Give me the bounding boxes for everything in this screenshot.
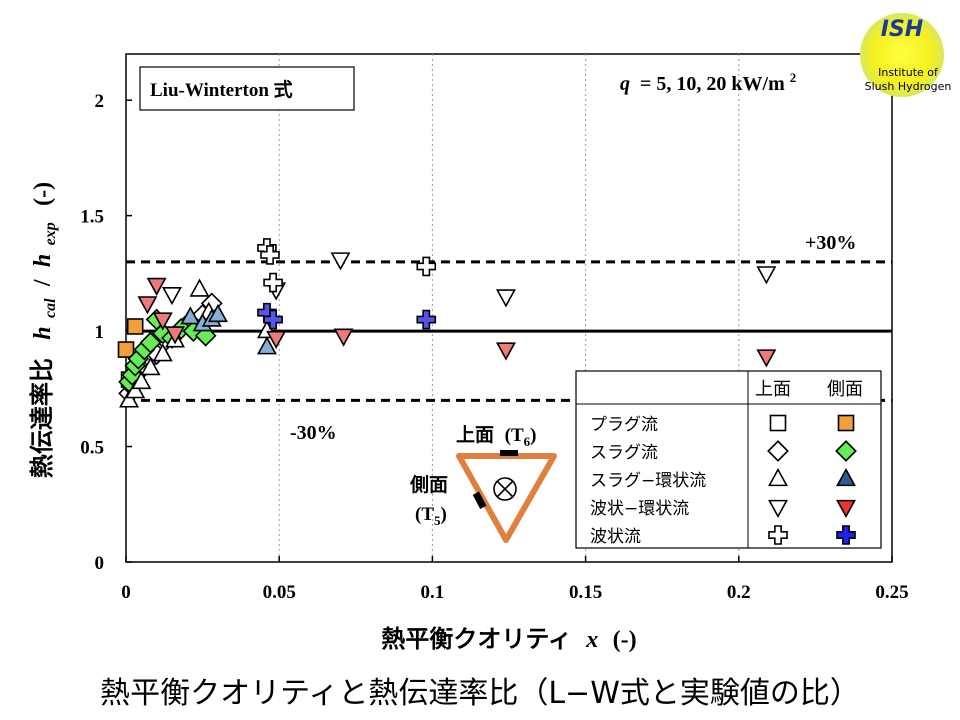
x-tick-label: 0.25 [875, 582, 908, 603]
data-point [756, 349, 777, 368]
legend-marker-side [837, 414, 855, 432]
plus30-label: +30% [805, 232, 856, 254]
x-axis-label: 熱平衡クオリティ x (-) [381, 625, 636, 653]
top-sensor-mark [500, 450, 518, 456]
inset-side-label: 側面 [409, 474, 448, 496]
svg-text:熱伝達率比 h cal: 熱伝達率比 h cal / h exp (-) [28, 182, 61, 478]
data-point [330, 252, 351, 271]
series-group [119, 278, 277, 408]
model-label: Liu-Winterton 式 [150, 78, 293, 101]
legend-entry-label: スラグ−環状流 [590, 471, 706, 491]
x-tick-label: 0 [121, 582, 131, 603]
legend-marker-top [767, 440, 789, 462]
legend-marker-side [836, 499, 856, 519]
axis-ticks: 0 0.05 0.1 0.15 0.2 0.25 0 0.5 1 1.5 2 [80, 91, 908, 603]
data-point [266, 330, 287, 350]
x-tick-label: 0.1 [421, 582, 445, 603]
model-label-box [139, 66, 355, 111]
x-tick-label: 0.2 [727, 582, 751, 603]
data-point [333, 328, 354, 347]
logo-line1: Institute of [878, 66, 939, 79]
data-point [146, 277, 167, 296]
data-point [152, 312, 173, 331]
data-point [495, 342, 516, 361]
data-point [207, 303, 228, 323]
y-tick-label: 0.5 [80, 438, 104, 459]
data-point [125, 380, 146, 399]
series-group [180, 303, 277, 355]
data-point [161, 286, 182, 306]
legend-header-top: 上面 [755, 379, 791, 400]
data-point [117, 341, 135, 358]
legend-marker-top [768, 467, 788, 487]
data-point [139, 331, 162, 354]
data-point [416, 309, 437, 330]
data-point [260, 245, 280, 265]
legend-marker-side [836, 467, 856, 487]
inset-top-label: 上面 (T6) [456, 424, 536, 449]
y-axis-label: 熱伝達率比 h cal / h exp (-) [28, 182, 61, 478]
y-tick-label: 1.5 [80, 207, 104, 228]
data-point [263, 309, 283, 330]
logo-abbr: ISH [881, 17, 923, 42]
data-point [126, 318, 144, 335]
slide-caption: 熱平衡クオリティと熱伝達率比（L−W式と実験値の比） [100, 676, 860, 711]
data-point [416, 256, 437, 277]
y-tick-label: 2 [95, 91, 105, 112]
legend-marker-top [768, 499, 788, 519]
data-point [152, 343, 173, 362]
legend-marker-top [768, 525, 788, 545]
legend-marker-side [836, 525, 856, 545]
plot-area [125, 53, 893, 563]
legend-entry-label: 波状−環状流 [590, 499, 689, 519]
legend-box [575, 370, 882, 549]
legend-marker-side [835, 440, 857, 462]
data-point [165, 326, 185, 345]
data-point [756, 266, 777, 285]
sensor-diagram: 上面 (T6) 側面 (T5) [409, 424, 557, 543]
inset-side-sensor: (T5) [415, 504, 447, 528]
y-tick-label: 0 [95, 553, 105, 574]
data-point [131, 370, 152, 390]
x-tick-label: 0.15 [569, 582, 602, 603]
data-point [119, 389, 140, 408]
condition-label: q = 5, 10, 20 kW/m 2 [620, 70, 796, 95]
legend-header-side: 側面 [827, 379, 863, 400]
data-point [256, 336, 277, 355]
ish-logo: ISH Institute of Slush Hydrogen [860, 13, 951, 97]
series-group [137, 277, 777, 368]
legend-entry-label: プラグ流 [590, 415, 658, 435]
minus30-label: -30% [290, 422, 337, 444]
logo-sun [860, 13, 944, 97]
data-point [140, 356, 161, 376]
data-point [263, 272, 283, 293]
y-tick-label: 1 [95, 322, 105, 343]
data-series [117, 238, 777, 408]
data-point [495, 289, 516, 308]
side-sensor-mark [472, 491, 487, 509]
series-group [257, 238, 437, 293]
legend-entry-label: 波状流 [590, 527, 641, 547]
series-group [257, 302, 437, 330]
data-point [180, 306, 201, 325]
data-point [137, 296, 158, 315]
logo-line2: Slush Hydrogen [865, 80, 952, 93]
data-point [189, 278, 210, 297]
legend-entry-label: スラグ流 [590, 443, 658, 463]
legend-marker-top [769, 414, 787, 432]
x-tick-label: 0.05 [263, 582, 296, 603]
